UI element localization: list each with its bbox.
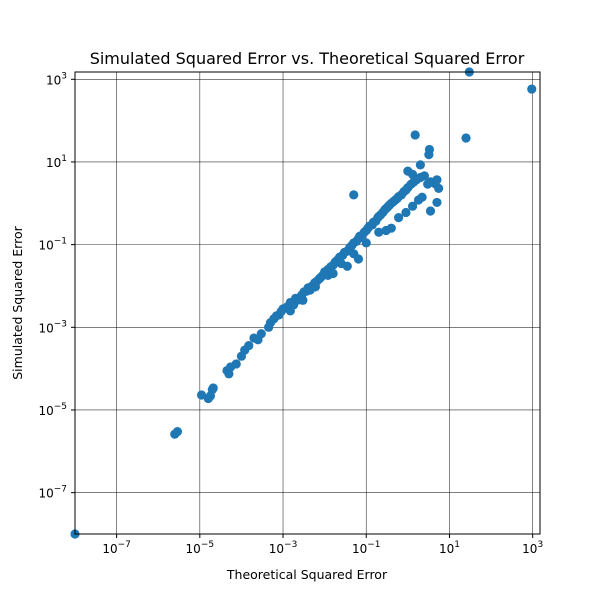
x-tick-label: 101 [439,540,460,556]
y-tick-label: 10−3 [38,319,67,335]
scatter-point [328,268,338,279]
scatter-point [425,206,436,216]
scatter-point [527,84,537,94]
scatter-point [196,390,207,400]
scatter-point [298,295,308,305]
scatter-point [424,144,435,155]
scatter-point [407,201,418,211]
scatter-point [417,192,427,202]
plot-frame [74,71,541,535]
y-axis-label: Simulated Squared Error [10,225,25,379]
points-layer [70,67,537,539]
scatter-point [256,329,266,339]
scatter-point [224,369,234,379]
y-tick-label: 10−5 [38,402,67,418]
chart-title: Simulated Squared Error vs. Theoretical … [90,49,525,68]
x-tick-label: 10−5 [186,540,215,556]
scatter-point [208,383,218,393]
scatter-point [231,359,241,369]
scatter-point [342,261,352,271]
scatter-point [353,254,364,264]
scatter-point [361,238,371,248]
scatter-point [349,190,359,200]
scatter-point [394,213,404,223]
scatter-point [386,223,396,233]
scatter-point [244,341,254,351]
scatter-point [172,427,183,437]
scatter-point [401,207,411,218]
scatter-point [432,197,442,208]
scatter-point [415,160,425,170]
scatter-point [410,130,420,140]
scatter-point [434,183,444,193]
y-tick-label: 103 [46,71,67,87]
grid-layer [75,72,540,534]
x-tick-label: 10−7 [102,540,131,556]
x-tick-label: 103 [522,540,543,556]
x-axis-label: Theoretical Squared Error [226,567,388,582]
scatter-point [285,306,295,316]
x-tick-label: 10−1 [352,540,381,556]
y-tick-label: 101 [46,154,67,170]
x-tick-label: 10−3 [269,540,298,556]
scatter-point [374,227,384,237]
scatter-point [407,169,418,179]
y-tick-label: 10−1 [38,237,67,253]
scatter-point [432,175,442,185]
scatter-point [419,171,430,181]
scatter-point [461,133,471,143]
scatter-point [310,282,321,292]
y-tick-label: 10−7 [38,485,67,501]
